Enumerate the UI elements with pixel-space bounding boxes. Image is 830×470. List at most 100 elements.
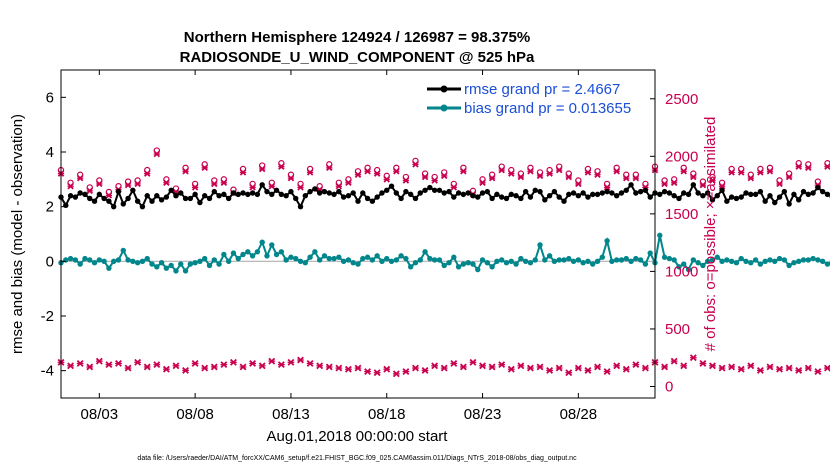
- bias-point: [345, 257, 352, 263]
- rmse-point: [451, 194, 457, 200]
- obs-assimilated-marker: [421, 173, 429, 181]
- series-lines: [58, 182, 830, 274]
- bias-point: [671, 257, 677, 263]
- rmse-point: [106, 198, 112, 204]
- obs-low-assimilated-marker: [622, 365, 630, 373]
- rmse-point: [666, 190, 673, 196]
- rmse-point: [235, 191, 241, 198]
- obs-low-assimilated-marker: [670, 357, 678, 365]
- obs-low-assimilated-marker: [67, 362, 75, 370]
- bias-point: [728, 258, 735, 265]
- rmse-point: [527, 194, 534, 200]
- rmse-point: [269, 191, 275, 198]
- obs-low-assimilated-marker: [201, 364, 209, 372]
- bias-point: [240, 251, 246, 258]
- obs-low-assimilated-marker: [325, 363, 333, 371]
- bias-point: [815, 257, 821, 263]
- rmse-point: [772, 199, 778, 206]
- rmse-point: [436, 187, 443, 193]
- obs-low-assimilated-marker: [287, 358, 295, 366]
- obs-assimilated-marker: [383, 176, 390, 183]
- rmse-point: [542, 197, 548, 203]
- rmse-point: [130, 187, 136, 193]
- obs-low-assimilated-marker: [584, 366, 592, 374]
- obs-assimilated-marker: [124, 181, 132, 189]
- bias-point: [197, 258, 203, 265]
- legend-marker-bias: [440, 104, 448, 112]
- bias-point: [537, 242, 543, 248]
- legend: rmse grand pr = 2.4667 bias grand pr = 0…: [427, 81, 631, 117]
- rmse-point: [144, 193, 150, 199]
- rmse-point: [465, 190, 471, 196]
- rmse-point: [609, 190, 615, 196]
- rmse-point: [336, 188, 342, 195]
- rmse-point: [91, 198, 98, 204]
- bias-point: [259, 239, 265, 245]
- rmse-point: [815, 184, 821, 191]
- bias-point: [796, 258, 802, 265]
- obs-assimilated-marker: [393, 168, 400, 175]
- bias-point: [249, 253, 256, 259]
- bias-point: [628, 258, 634, 265]
- x-tick-label: 08/23: [464, 406, 502, 423]
- rmse-point: [561, 198, 567, 204]
- rmse-point: [733, 195, 740, 202]
- obs-low-assimilated-marker: [440, 364, 448, 372]
- bias-point: [824, 261, 830, 267]
- obs-assimilated-marker: [594, 171, 601, 178]
- rmse-point: [604, 188, 610, 195]
- obs-low-assimilated-marker: [594, 363, 601, 371]
- bias-point: [690, 257, 697, 263]
- rmse-point: [326, 190, 332, 196]
- obs-assimilated-marker: [450, 184, 458, 191]
- obs-assimilated-marker: [402, 177, 410, 184]
- obs-assimilated-marker: [268, 183, 276, 190]
- rmse-point: [594, 191, 601, 198]
- bias-point: [551, 258, 558, 265]
- bias-point: [398, 253, 404, 259]
- obs-assimilated-marker: [460, 168, 467, 175]
- bias-point: [307, 254, 313, 260]
- bias-point: [173, 268, 179, 274]
- obs-low-assimilated-marker: [546, 366, 554, 374]
- obs-low-assimilated-marker: [632, 361, 640, 369]
- rmse-point: [776, 194, 783, 200]
- bias-point: [786, 262, 792, 269]
- rmse-point: [355, 198, 361, 204]
- bias-point: [522, 258, 529, 265]
- obs-low-assimilated-marker: [86, 363, 94, 371]
- rmse-point: [628, 182, 634, 188]
- obs-low-assimilated-marker: [105, 361, 113, 369]
- bias-point: [72, 257, 79, 263]
- bias-point: [637, 257, 644, 263]
- obs-low-assimilated-marker: [527, 364, 534, 372]
- obs-assimilated-marker: [632, 174, 640, 182]
- bias-point: [633, 255, 639, 262]
- obs-low-assimilated-marker: [641, 364, 649, 372]
- obs-low-assimilated-marker: [459, 363, 467, 371]
- obs-assimilated-marker: [163, 179, 170, 187]
- obs-low-assimilated-marker: [709, 362, 716, 370]
- bias-point: [321, 253, 328, 259]
- bias-point: [96, 257, 103, 263]
- rmse-point: [134, 198, 141, 204]
- bias-point: [748, 260, 754, 266]
- rmse-point: [384, 187, 390, 193]
- obs-assimilated-marker: [623, 174, 630, 182]
- rmse-point: [360, 190, 366, 196]
- obs-assimilated-marker: [278, 163, 285, 170]
- bias-point: [427, 255, 433, 262]
- bias-point: [594, 258, 601, 265]
- rmse-point: [249, 190, 256, 196]
- bias-point: [87, 257, 93, 263]
- obs-low-assimilated-marker: [354, 364, 362, 372]
- obs-assimilated-marker: [345, 179, 352, 187]
- rmse-point: [513, 193, 519, 199]
- bias-point: [91, 260, 98, 266]
- rmse-point: [403, 188, 409, 195]
- bias-point: [819, 258, 826, 265]
- obs-assimilated-marker: [134, 180, 141, 188]
- bias-point: [168, 262, 174, 269]
- rmse-point: [570, 190, 577, 196]
